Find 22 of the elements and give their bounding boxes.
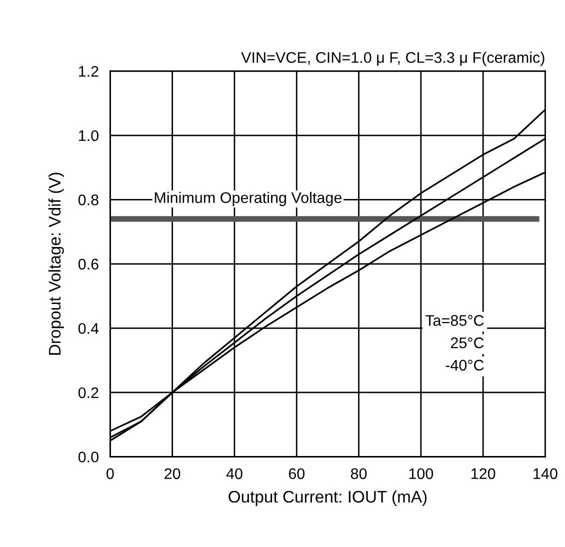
y-tick-label: 0.4 [78,323,99,334]
annotation: Ta=85°C [425,315,484,326]
y-tick-label: 1.2 [78,66,98,77]
y-tick-label: 1.0 [78,130,98,142]
x-tick-label: 60 [288,468,305,480]
y-tick-label: 0.2 [78,387,98,398]
x-tick-label: 140 [534,468,558,480]
x-tick-label: 0 [106,468,114,480]
x-tick-label: 100 [409,468,434,480]
x-tick-label: 80 [350,468,367,480]
annotation: 25°C [450,337,484,348]
x-axis-title: Output Current: IOUT (mA) [228,490,427,506]
x-tick-label: 20 [164,468,180,480]
chart-subtitle: VIN=VCE, CIN=1.0 μ F, CL=3.3 μ F(ceramic) [241,52,544,66]
y-tick-label: 0.8 [78,194,98,206]
x-tick-label: 40 [226,468,242,480]
ref-line-label: Minimum Operating Voltage [154,192,342,206]
y-axis-title: Dropout Voltage: Vdif (V) [48,172,64,355]
y-tick-label: 0.0 [78,452,98,462]
y-tick-label: 0.6 [78,258,98,270]
annotation: -40°C [446,360,484,371]
x-tick-label: 120 [471,468,496,480]
